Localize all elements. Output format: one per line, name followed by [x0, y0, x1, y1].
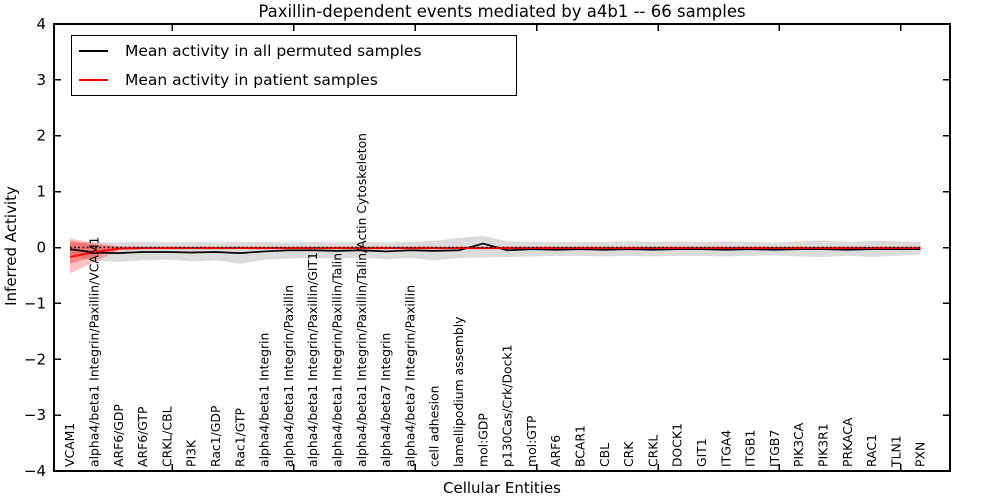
entity-tick-label: CRKL/CBL — [159, 406, 174, 467]
entity-tick-label: GIT1 — [694, 438, 709, 467]
entity-tick-label: ARF6/GDP — [111, 404, 126, 467]
legend-item: Mean activity in patient samples — [72, 67, 516, 93]
entity-tick-label: alpha4/beta1 Integrin/Paxillin/Talin/Act… — [354, 133, 369, 467]
entity-tick-label: Rac1/GTP — [232, 407, 247, 467]
entity-tick-label: VCAM1 — [62, 423, 77, 467]
y-axis-label: Inferred Activity — [2, 186, 20, 306]
y-tick-label: 2 — [36, 127, 46, 145]
entity-tick-label: ITGA4 — [718, 430, 733, 467]
entity-tick-label: ARF6 — [548, 435, 563, 467]
legend-item-label: Mean activity in patient samples — [125, 70, 378, 89]
entity-tick-label: BCAR1 — [573, 425, 588, 467]
entity-tick-label: PRKACA — [840, 417, 855, 467]
entity-tick-label: CBL — [597, 443, 612, 467]
entity-tick-label: cell adhesion — [427, 385, 442, 467]
entity-tick-label: CRKL — [645, 435, 660, 467]
entity-tick-label: alpha4/beta1 Integrin/Paxillin/GIT1 — [305, 252, 320, 467]
entity-tick-label: alpha4/beta7 Integrin — [378, 333, 393, 467]
y-tick-label: 4 — [36, 15, 46, 33]
entity-tick-label: lamellipodium assembly — [451, 316, 466, 467]
entity-tick-label: alpha4/beta7 Integrin/Paxillin — [402, 285, 417, 467]
entity-tick-label: mol:GTP — [524, 415, 539, 467]
y-tick-label: 1 — [36, 183, 46, 201]
entity-tick-label: DOCK1 — [670, 423, 685, 467]
legend-item: Mean activity in all permuted samples — [72, 38, 516, 64]
entity-tick-label: PIK3CA — [791, 422, 806, 467]
legend-item-label: Mean activity in all permuted samples — [125, 42, 422, 61]
entity-tick-label: CRK — [621, 441, 636, 467]
y-tick-label: −1 — [24, 294, 46, 312]
entity-tick-label: ARF6/GTP — [135, 406, 150, 467]
entity-tick-label: mol:GDP — [475, 413, 490, 467]
legend: Mean activity in all permuted samples Me… — [71, 35, 517, 96]
x-axis-label: Cellular Entities — [443, 479, 561, 497]
patient-line-swatch — [79, 78, 108, 81]
entity-tick-label: alpha4/beta1 Integrin — [257, 333, 272, 467]
permuted-samples-range — [70, 235, 921, 264]
chart-title: Paxillin-dependent events mediated by a4… — [258, 2, 746, 21]
entity-tick-label: Rac1/GDP — [208, 405, 223, 467]
entity-tick-label: ITGB1 — [743, 430, 758, 467]
permuted-line-swatch — [79, 50, 108, 53]
y-tick-label: 3 — [36, 71, 46, 89]
y-tick-label: −2 — [24, 350, 46, 368]
entity-tick-label: PIK3R1 — [816, 423, 831, 467]
entity-tick-label: PXN — [913, 442, 928, 467]
y-tick-label: −3 — [24, 406, 46, 424]
entity-tick-label: alpha4/beta1 Integrin/Paxillin/VCAM1 — [87, 237, 102, 467]
entity-tick-label: TLN1 — [888, 435, 903, 468]
entity-tick-label: alpha4/beta1 Integrin/Paxillin/Talin — [330, 253, 345, 467]
entity-tick-label: alpha4/beta1 Integrin/Paxillin — [281, 285, 296, 467]
entity-tick-label: p130Cas/Crk/Dock1 — [500, 345, 515, 467]
entity-tick-label: ITGB7 — [767, 430, 782, 467]
y-tick-label: 0 — [36, 239, 46, 257]
entity-tick-label: RAC1 — [864, 434, 879, 467]
y-tick-label: −4 — [24, 462, 46, 480]
entity-tick-label: PI3K — [184, 439, 199, 467]
